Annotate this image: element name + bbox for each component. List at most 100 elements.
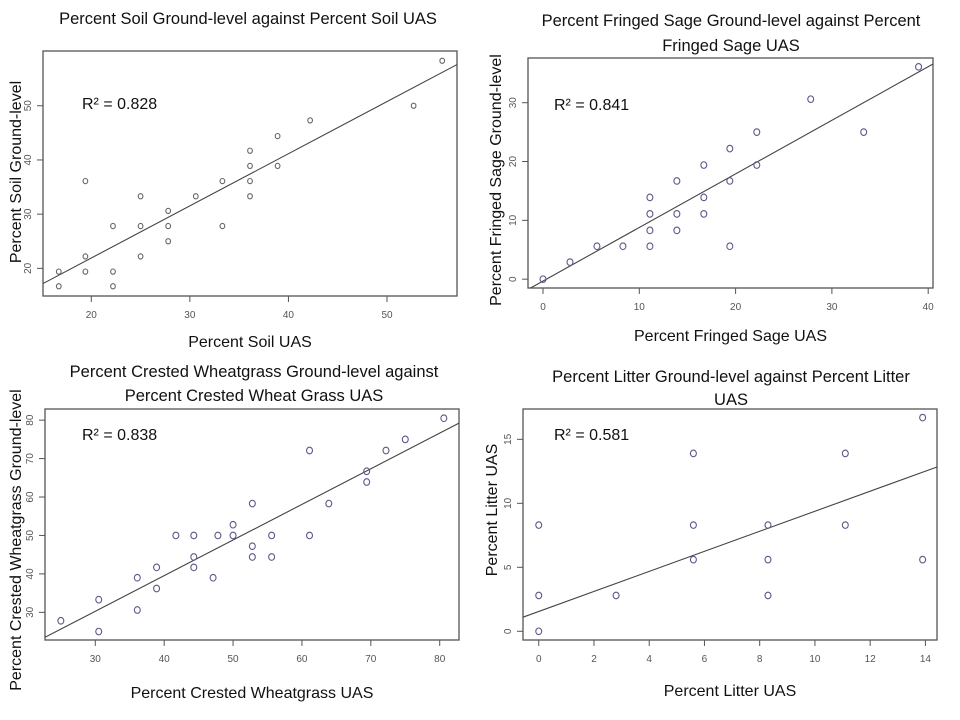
x-axis-label: Percent Soil UAS — [188, 334, 312, 351]
x-axis-label: Percent Litter UAS — [664, 683, 797, 700]
y-axis-label: Percent Crested Wheatgrass Ground-level — [8, 389, 25, 690]
x-tick-label: 10 — [634, 302, 646, 313]
x-tick-label: 40 — [283, 310, 295, 321]
data-point — [82, 177, 89, 185]
data-point — [172, 531, 180, 540]
data-point — [619, 242, 627, 251]
x-tick-label: 40 — [923, 302, 935, 313]
data-point — [646, 226, 654, 235]
data-point — [539, 275, 547, 284]
plot-frame — [527, 57, 934, 289]
chart-title: Percent Litter Ground-level against Perc… — [552, 368, 910, 386]
x-tick-label: 0 — [540, 302, 546, 313]
data-point — [307, 117, 314, 124]
data-point — [726, 177, 734, 185]
data-point — [165, 207, 172, 215]
scatter-panel-2: Percent Fringed Sage Ground-level agains… — [488, 12, 934, 345]
data-point — [673, 177, 681, 185]
data-point — [248, 499, 256, 508]
data-point — [689, 555, 697, 564]
chart-title: Percent Soil Ground-level against Percen… — [59, 10, 437, 28]
data-point — [133, 606, 141, 614]
data-point — [646, 210, 654, 218]
x-tick-label: 6 — [702, 654, 708, 665]
data-point — [919, 413, 927, 422]
x-tick-label: 60 — [296, 654, 308, 665]
data-point — [363, 478, 371, 486]
data-point — [248, 553, 256, 561]
data-point — [915, 62, 923, 71]
regression-line — [42, 64, 458, 285]
x-tick-label: 30 — [184, 310, 196, 321]
data-point — [110, 268, 116, 275]
scatter-panel-4: Percent Litter Ground-level against Perc… — [484, 368, 938, 700]
regression-line — [44, 422, 460, 638]
data-point — [325, 499, 333, 508]
y-tick-label: 30 — [25, 606, 36, 618]
data-point — [401, 435, 409, 444]
r-squared-label: R² = 0.838 — [82, 427, 157, 444]
x-tick-label: 20 — [730, 302, 742, 313]
data-point — [753, 128, 761, 136]
x-tick-label: 20 — [86, 310, 98, 321]
y-tick-label: 40 — [25, 568, 36, 580]
data-point — [440, 414, 448, 423]
data-point — [268, 531, 276, 540]
data-point — [274, 162, 281, 170]
y-axis-label: Percent Soil Ground-level — [8, 81, 25, 263]
y-tick-label: 80 — [25, 414, 36, 426]
x-axis-label: Percent Crested Wheatgrass UAS — [131, 685, 374, 702]
data-point — [535, 591, 543, 600]
y-tick-label: 20 — [508, 156, 519, 168]
data-point — [689, 521, 697, 529]
data-point — [190, 531, 198, 540]
y-tick-label: 70 — [25, 453, 36, 465]
data-point — [764, 555, 772, 564]
data-point — [363, 467, 371, 476]
y-tick-label: 60 — [25, 491, 36, 503]
y-tick-label: 50 — [25, 529, 36, 541]
data-point — [247, 162, 253, 170]
y-tick-label: 30 — [508, 97, 519, 109]
data-point — [219, 177, 226, 185]
x-tick-label: 30 — [90, 654, 102, 665]
data-point — [82, 268, 89, 275]
x-tick-label: 80 — [434, 654, 446, 665]
data-point — [248, 542, 256, 551]
data-point — [190, 563, 198, 572]
data-point — [612, 591, 620, 600]
plot-frame — [522, 408, 938, 641]
data-point — [919, 555, 927, 564]
data-point — [841, 521, 849, 529]
data-point — [209, 573, 217, 582]
data-point — [305, 446, 314, 455]
data-point — [214, 531, 222, 540]
data-point — [219, 222, 226, 230]
x-tick-label: 10 — [809, 654, 821, 665]
data-point — [535, 627, 543, 636]
data-point — [753, 161, 761, 169]
data-point — [807, 95, 815, 104]
y-tick-label: 10 — [508, 214, 519, 226]
y-tick-label: 0 — [503, 628, 514, 634]
data-point — [82, 253, 89, 260]
data-point — [382, 446, 390, 455]
x-tick-label: 40 — [159, 654, 171, 665]
y-tick-label: 50 — [23, 100, 34, 112]
data-point — [566, 258, 574, 266]
data-point — [133, 573, 141, 582]
data-point — [57, 616, 65, 625]
data-point — [229, 531, 237, 540]
regression-line — [530, 63, 934, 289]
x-tick-label: 50 — [381, 310, 393, 321]
chart-title: Percent Fringed Sage Ground-level agains… — [542, 12, 921, 30]
y-tick-label: 0 — [508, 276, 519, 282]
r-squared-label: R² = 0.841 — [554, 97, 629, 114]
data-point — [247, 193, 253, 200]
data-point — [110, 222, 116, 230]
x-axis-label: Percent Fringed Sage UAS — [634, 328, 827, 345]
y-tick-label: 10 — [503, 497, 514, 509]
data-point — [535, 521, 543, 529]
data-point — [726, 242, 734, 251]
data-point — [593, 242, 601, 251]
